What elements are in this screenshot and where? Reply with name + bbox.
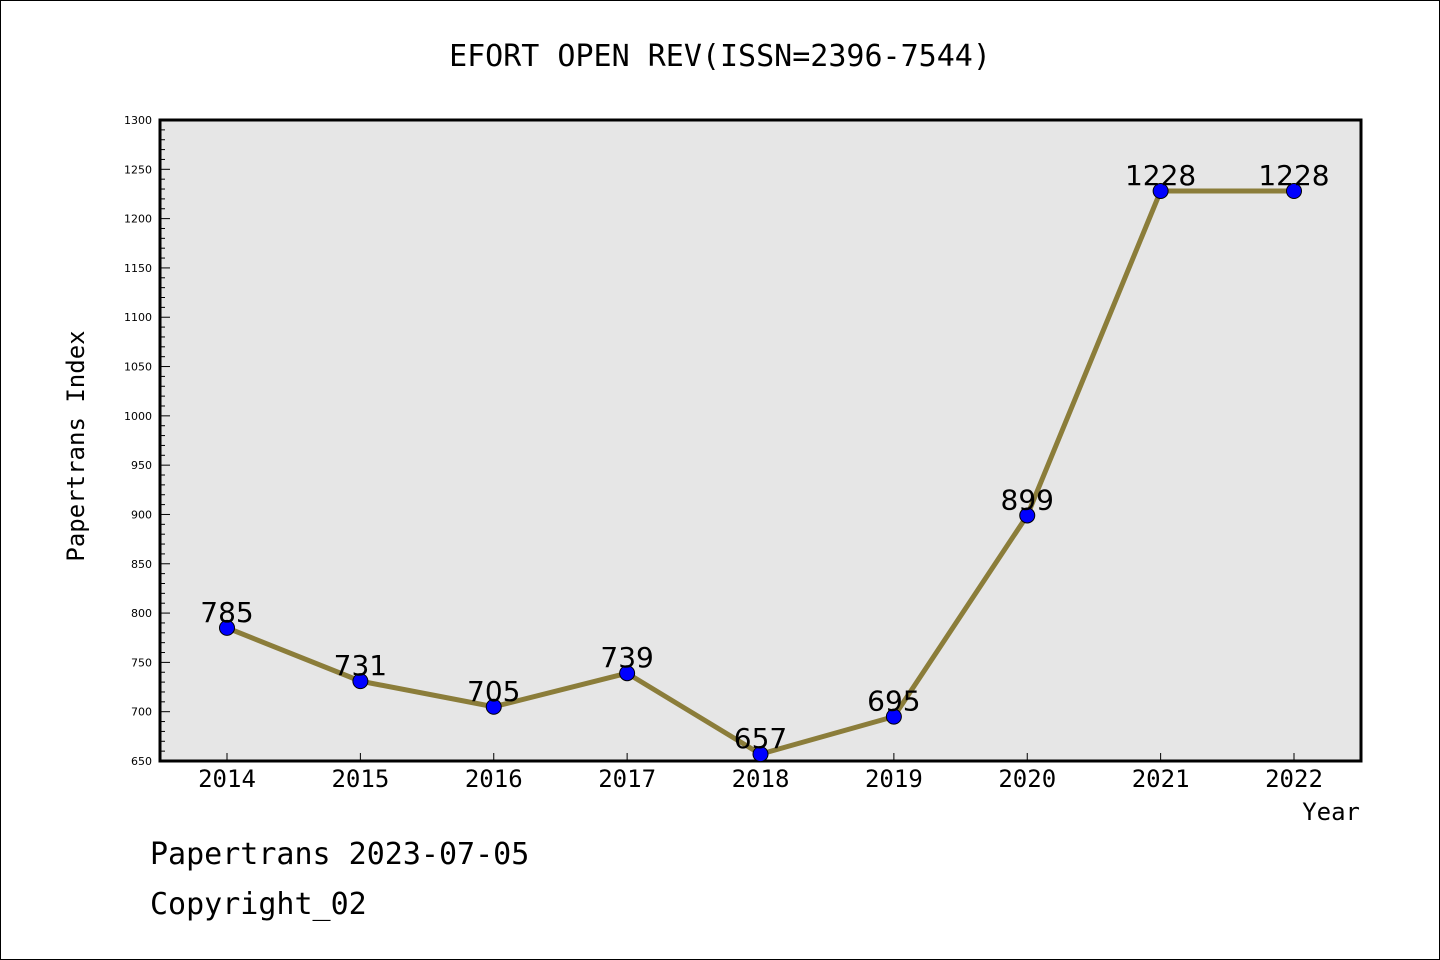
- x-tick-label: 2020: [998, 765, 1056, 793]
- data-point: [352, 673, 369, 690]
- data-label: 705: [467, 675, 520, 708]
- x-tick-label: 2017: [598, 765, 656, 793]
- data-point: [752, 746, 769, 763]
- footer-date: Papertrans 2023-07-05: [150, 837, 529, 872]
- y-tick-label: 700: [131, 706, 152, 719]
- y-tick-label: 900: [131, 508, 152, 521]
- data-label: 785: [200, 596, 253, 629]
- y-axis-label: Papertrans Index: [62, 330, 90, 561]
- x-tick-label: 2021: [1132, 765, 1190, 793]
- data-label: 657: [734, 722, 787, 755]
- data-label: 731: [334, 649, 387, 682]
- y-tick-label: 1100: [124, 311, 152, 324]
- data-point: [1019, 507, 1036, 524]
- y-tick-label: 1050: [124, 361, 152, 374]
- x-axis: 2014 2015 2016 2017 2018 2019 2020 2021 2022: [198, 753, 1323, 793]
- y-axis: 650 700 750 800 850 900 950 1000 1050 1100 1150 120…: [124, 114, 170, 768]
- y-tick-label: 650: [131, 755, 152, 768]
- y-tick-label: 850: [131, 558, 152, 571]
- data-label: 899: [1001, 483, 1054, 516]
- data-point: [1286, 183, 1302, 200]
- data-point: [485, 698, 502, 715]
- y-tick-label: 750: [131, 656, 152, 669]
- x-tick-label: 2019: [865, 765, 923, 793]
- y-tick-label: 1000: [124, 410, 152, 423]
- footer-copyright: Copyright_02: [150, 887, 367, 922]
- y-tick-label: 1150: [124, 262, 152, 275]
- data-label: 1228: [1258, 159, 1329, 192]
- data-point: [885, 708, 902, 725]
- data-point: [1152, 183, 1169, 200]
- data-point: [219, 619, 235, 636]
- y-tick-label: 950: [131, 459, 152, 472]
- chart-title: EFORT OPEN REV(ISSN=2396-7544): [449, 39, 991, 74]
- x-tick-label: 2022: [1265, 765, 1323, 793]
- x-tick-label: 2016: [465, 765, 523, 793]
- x-axis-label: Year: [1302, 798, 1360, 826]
- series-layer: 785 731 705 739 657 695 899 1228 1228: [200, 159, 1330, 763]
- data-label: 695: [867, 685, 920, 718]
- plot-area: [158, 118, 1363, 763]
- y-tick-label: 1200: [124, 213, 152, 226]
- data-point: [619, 665, 636, 682]
- x-tick-label: 2018: [732, 765, 790, 793]
- x-tick-label: 2015: [331, 765, 389, 793]
- y-tick-label: 1250: [124, 163, 152, 176]
- x-tick-label: 2014: [198, 765, 256, 793]
- data-label: 1228: [1125, 159, 1196, 192]
- data-label: 739: [600, 641, 653, 674]
- y-tick-label: 800: [131, 607, 152, 620]
- y-tick-label: 1300: [124, 114, 152, 127]
